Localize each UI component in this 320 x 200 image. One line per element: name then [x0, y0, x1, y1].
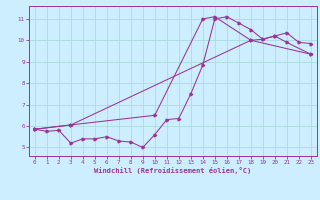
X-axis label: Windchill (Refroidissement éolien,°C): Windchill (Refroidissement éolien,°C)	[94, 167, 252, 174]
